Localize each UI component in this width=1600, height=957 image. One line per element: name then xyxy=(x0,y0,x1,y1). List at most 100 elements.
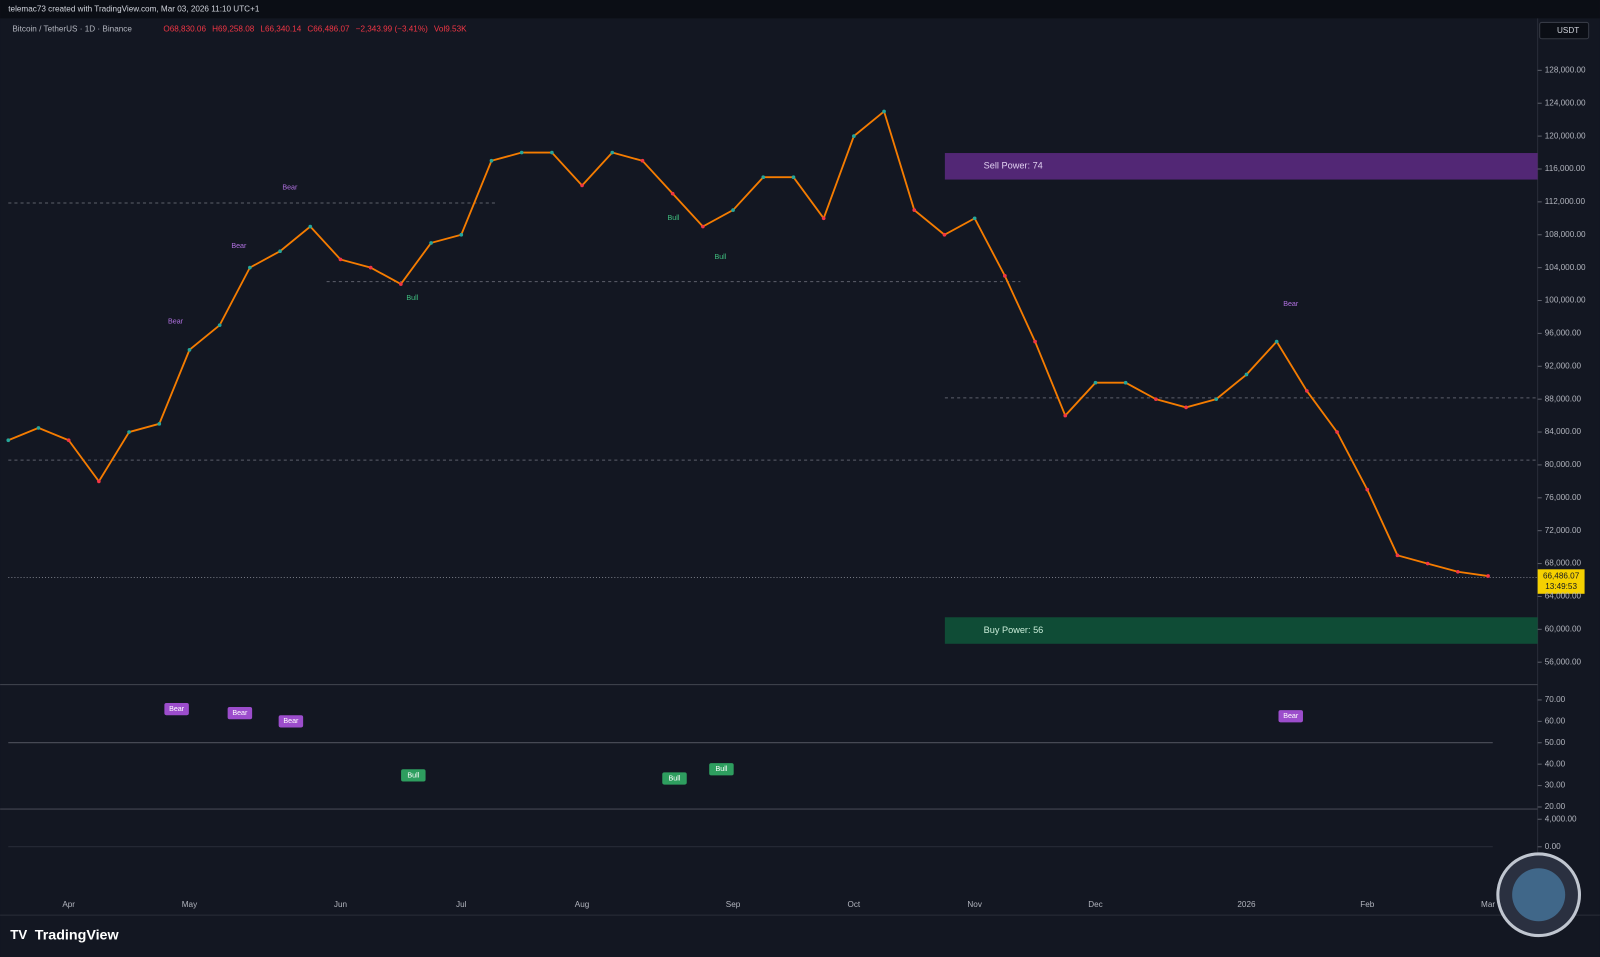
y-tick-label: 68,000.00 xyxy=(1545,559,1582,568)
signal-label: Bull xyxy=(668,214,680,222)
ohlc-value: C66,486.07 xyxy=(307,25,350,34)
price-point xyxy=(942,232,947,237)
signal-label: Bear xyxy=(282,184,298,192)
ohlc-value: L66,340.14 xyxy=(260,25,301,34)
rsi-tick-label: 40.00 xyxy=(1545,759,1566,768)
price-point xyxy=(399,282,403,286)
price-point xyxy=(1486,574,1490,578)
y-tick-label: 96,000.00 xyxy=(1545,329,1582,338)
x-tick-label: Nov xyxy=(967,900,982,909)
price-point xyxy=(489,158,494,163)
x-tick-label: Aug xyxy=(575,900,590,909)
ohlc-value: H69,258.08 xyxy=(212,25,255,34)
price-point xyxy=(1395,553,1400,558)
price-point xyxy=(852,134,856,138)
price-point xyxy=(1244,372,1249,377)
price-point xyxy=(580,183,584,188)
x-tick-label: Jul xyxy=(456,900,467,909)
price-point xyxy=(217,323,222,328)
y-tick-label: 56,000.00 xyxy=(1545,657,1582,666)
x-tick-label: Jun xyxy=(334,900,347,909)
rsi-tick-label: 30.00 xyxy=(1545,781,1566,790)
price-line xyxy=(7,109,1489,577)
signal-label: Bear xyxy=(232,709,248,717)
price-point xyxy=(1425,561,1430,566)
price-point xyxy=(821,216,826,221)
signal-badge xyxy=(662,772,687,785)
rsi-tick-label: 70.00 xyxy=(1545,695,1566,704)
signal-badge xyxy=(1278,710,1303,723)
y-tick-label: 84,000.00 xyxy=(1545,427,1582,436)
signal-label: Bull xyxy=(714,253,726,261)
signal-label: Bull xyxy=(715,765,727,773)
y-tick-label: 72,000.00 xyxy=(1545,526,1582,535)
price-point xyxy=(912,208,917,212)
macd-tick-label: 0.00 xyxy=(1545,842,1561,851)
y-tick-label: 60,000.00 xyxy=(1545,624,1582,633)
y-tick-label: 92,000.00 xyxy=(1545,361,1582,370)
signal-badge xyxy=(227,707,253,720)
price-point xyxy=(972,216,977,221)
price-point xyxy=(1456,569,1460,574)
signal-badge xyxy=(401,769,426,782)
price-point xyxy=(459,232,464,237)
rsi-tick-label: 20.00 xyxy=(1545,802,1566,811)
sell-power-zone xyxy=(944,153,1538,180)
price-point xyxy=(1093,380,1098,385)
price-point xyxy=(1335,430,1339,434)
price-point xyxy=(701,224,705,229)
coin-badge-inner xyxy=(1512,868,1566,922)
x-tick-label: Oct xyxy=(848,900,861,909)
price-point xyxy=(157,421,162,426)
price-point xyxy=(429,241,433,245)
price-point xyxy=(248,265,252,270)
price-point xyxy=(187,347,192,352)
y-tick-label: 80,000.00 xyxy=(1545,460,1582,469)
y-tick-label: 76,000.00 xyxy=(1545,493,1582,502)
ohlc-value: −2,343.99 (−3.41%) xyxy=(356,25,428,34)
signal-label: Bear xyxy=(168,317,184,325)
ohlc-value: O68,830.06 xyxy=(163,25,206,34)
y-tick-label: 64,000.00 xyxy=(1545,592,1582,601)
price-point xyxy=(519,150,524,155)
signal-badge xyxy=(709,763,734,776)
y-tick-label: 124,000.00 xyxy=(1545,98,1586,107)
price-point xyxy=(1365,487,1370,492)
price-point xyxy=(278,249,282,254)
y-tick-label: 116,000.00 xyxy=(1545,164,1586,173)
price-point xyxy=(338,257,343,262)
brand-logo: TV TradingView xyxy=(10,927,119,943)
brand: TradingView xyxy=(35,927,120,943)
ohlc-value: Vol9.53K xyxy=(434,25,467,34)
y-tick-label: 112,000.00 xyxy=(1545,197,1586,206)
price-point xyxy=(1154,397,1158,401)
y-tick-label: 104,000.00 xyxy=(1545,263,1586,272)
rsi-tick-label: 60.00 xyxy=(1545,717,1566,726)
buy-power-zone xyxy=(944,617,1538,644)
signal-label: Bull xyxy=(407,771,419,779)
logo-mark: TV xyxy=(10,927,27,942)
price-point xyxy=(6,438,11,443)
signal-label: Bear xyxy=(231,242,247,250)
symbol: Bitcoin / TetherUS · 1D · Binance xyxy=(12,25,132,34)
price-point xyxy=(97,479,101,484)
price-point xyxy=(670,191,675,196)
countdown: 13:49:53 xyxy=(1545,582,1577,591)
x-tick-label: 2026 xyxy=(1237,900,1256,909)
y-tick-label: 108,000.00 xyxy=(1545,230,1586,239)
x-tick-label: May xyxy=(182,900,198,909)
signal-badge xyxy=(278,715,304,728)
price-point xyxy=(1305,389,1309,393)
price-point xyxy=(66,438,71,443)
price-point xyxy=(731,208,735,212)
y-tick-label: 120,000.00 xyxy=(1545,131,1586,140)
top-bar xyxy=(0,0,1600,19)
price-point xyxy=(308,224,313,229)
price-point xyxy=(882,109,886,114)
price-point xyxy=(1033,339,1037,344)
x-tick-label: Apr xyxy=(62,900,75,909)
signal-label: Bull xyxy=(669,774,681,782)
signal-badge xyxy=(164,702,189,716)
